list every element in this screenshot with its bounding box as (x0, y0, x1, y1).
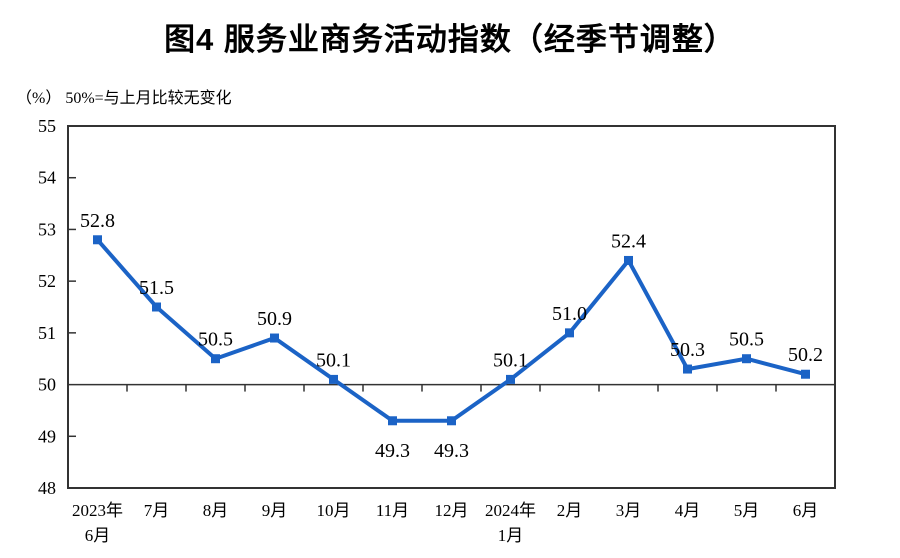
data-point-marker (270, 333, 279, 343)
data-point-label: 51.5 (139, 277, 174, 299)
data-point-marker (388, 416, 397, 426)
data-point-marker (565, 328, 574, 338)
data-point-marker (329, 374, 338, 384)
data-point-label: 49.3 (375, 440, 410, 462)
data-point-marker (624, 255, 633, 265)
data-point-label: 50.9 (257, 308, 292, 330)
data-point-marker (742, 354, 751, 364)
page-title: 图4 服务业商务活动指数（经季节调整） (164, 22, 736, 57)
x-axis-label: 1月 (498, 526, 524, 545)
data-point-marker (152, 302, 161, 312)
x-axis-label: 2月 (557, 501, 583, 520)
data-point-label: 50.1 (493, 349, 528, 371)
data-point-label: 50.1 (316, 349, 351, 371)
x-axis-label: 12月 (435, 501, 469, 520)
data-point-label: 50.2 (788, 344, 823, 366)
x-axis-label: 8月 (203, 501, 229, 520)
x-axis-label: 4月 (675, 501, 701, 520)
data-point-label: 49.3 (434, 440, 469, 462)
y-axis-label: 51 (38, 323, 56, 343)
data-point-label: 50.5 (729, 329, 764, 351)
x-axis-label: 7月 (144, 501, 170, 520)
x-axis-label: 10月 (317, 501, 351, 520)
y-axis-label: 52 (38, 271, 56, 291)
chart-unit-note: （%） 50%=与上月比较无变化 (16, 90, 232, 107)
data-point-marker (801, 369, 810, 379)
x-axis-label: 5月 (734, 501, 760, 520)
data-point-marker (683, 364, 692, 374)
data-point-label: 52.4 (611, 230, 646, 252)
y-axis-label: 48 (38, 478, 56, 498)
x-axis-label: 3月 (616, 501, 642, 520)
y-axis-label: 50 (38, 375, 56, 395)
data-point-marker (506, 374, 515, 384)
data-point-marker (211, 354, 220, 364)
data-point-label: 52.8 (80, 210, 115, 232)
y-axis-label: 55 (38, 116, 56, 136)
x-axis-label: 2024年 (485, 501, 536, 520)
y-axis-label: 49 (38, 426, 56, 446)
x-axis-label: 9月 (262, 501, 288, 520)
plot-border (67, 125, 836, 489)
x-axis-label: 11月 (376, 501, 409, 520)
data-point-label: 50.3 (670, 339, 705, 361)
data-point-marker (93, 235, 102, 245)
y-axis-label: 54 (38, 168, 56, 188)
data-point-label: 50.5 (198, 329, 233, 351)
data-point-label: 51.0 (552, 303, 587, 325)
data-point-marker (447, 416, 456, 426)
x-axis-label: 2023年 (72, 501, 123, 520)
y-axis-label: 53 (38, 219, 56, 239)
x-axis-label: 6月 (85, 526, 111, 545)
x-axis-label: 6月 (793, 501, 819, 520)
